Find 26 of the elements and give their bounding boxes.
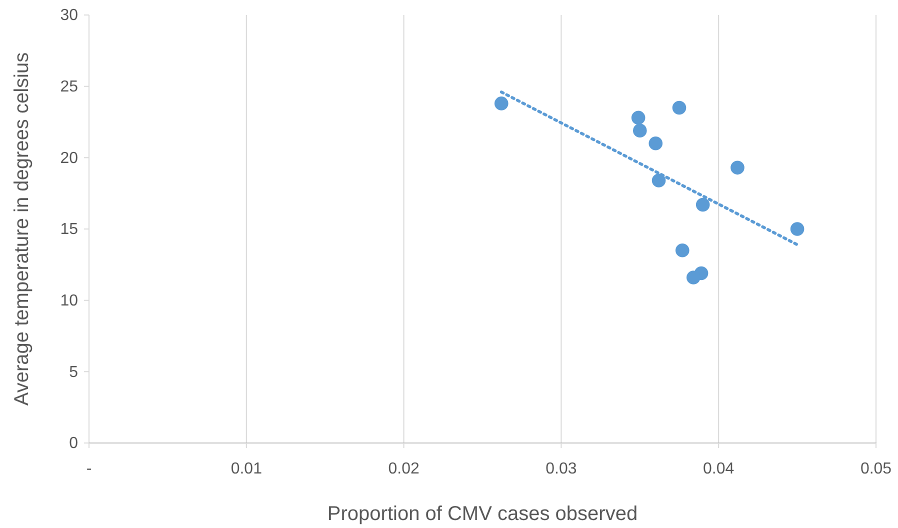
y-axis-title: Average temperature in degrees celsius [11,52,33,406]
y-tick-label: 0 [69,435,78,452]
x-tick-label: 0.05 [860,460,892,478]
y-tick-label: 5 [69,364,78,381]
point [494,96,508,110]
y-tick-label: 30 [60,7,78,24]
point [790,222,804,236]
x-tick-label: 0.04 [703,460,734,478]
point [648,136,663,150]
x-tick-label: - [86,460,92,478]
y-tick-label: 15 [60,221,78,238]
x-axis-title: Proportion of CMV cases observed [327,503,638,525]
x-tick-label: 0.01 [230,460,262,478]
y-tick-label: 20 [60,150,78,167]
point [632,124,647,138]
point [631,110,646,125]
point [652,174,666,188]
y-tick-label: 25 [60,78,78,96]
x-tick-label: 0.03 [546,460,577,478]
y-tick-label: 10 [60,292,78,310]
point [696,198,710,212]
point [730,160,744,175]
point [686,270,700,284]
point [672,100,686,115]
point [675,244,690,258]
x-tick-label: 0.02 [388,460,420,478]
